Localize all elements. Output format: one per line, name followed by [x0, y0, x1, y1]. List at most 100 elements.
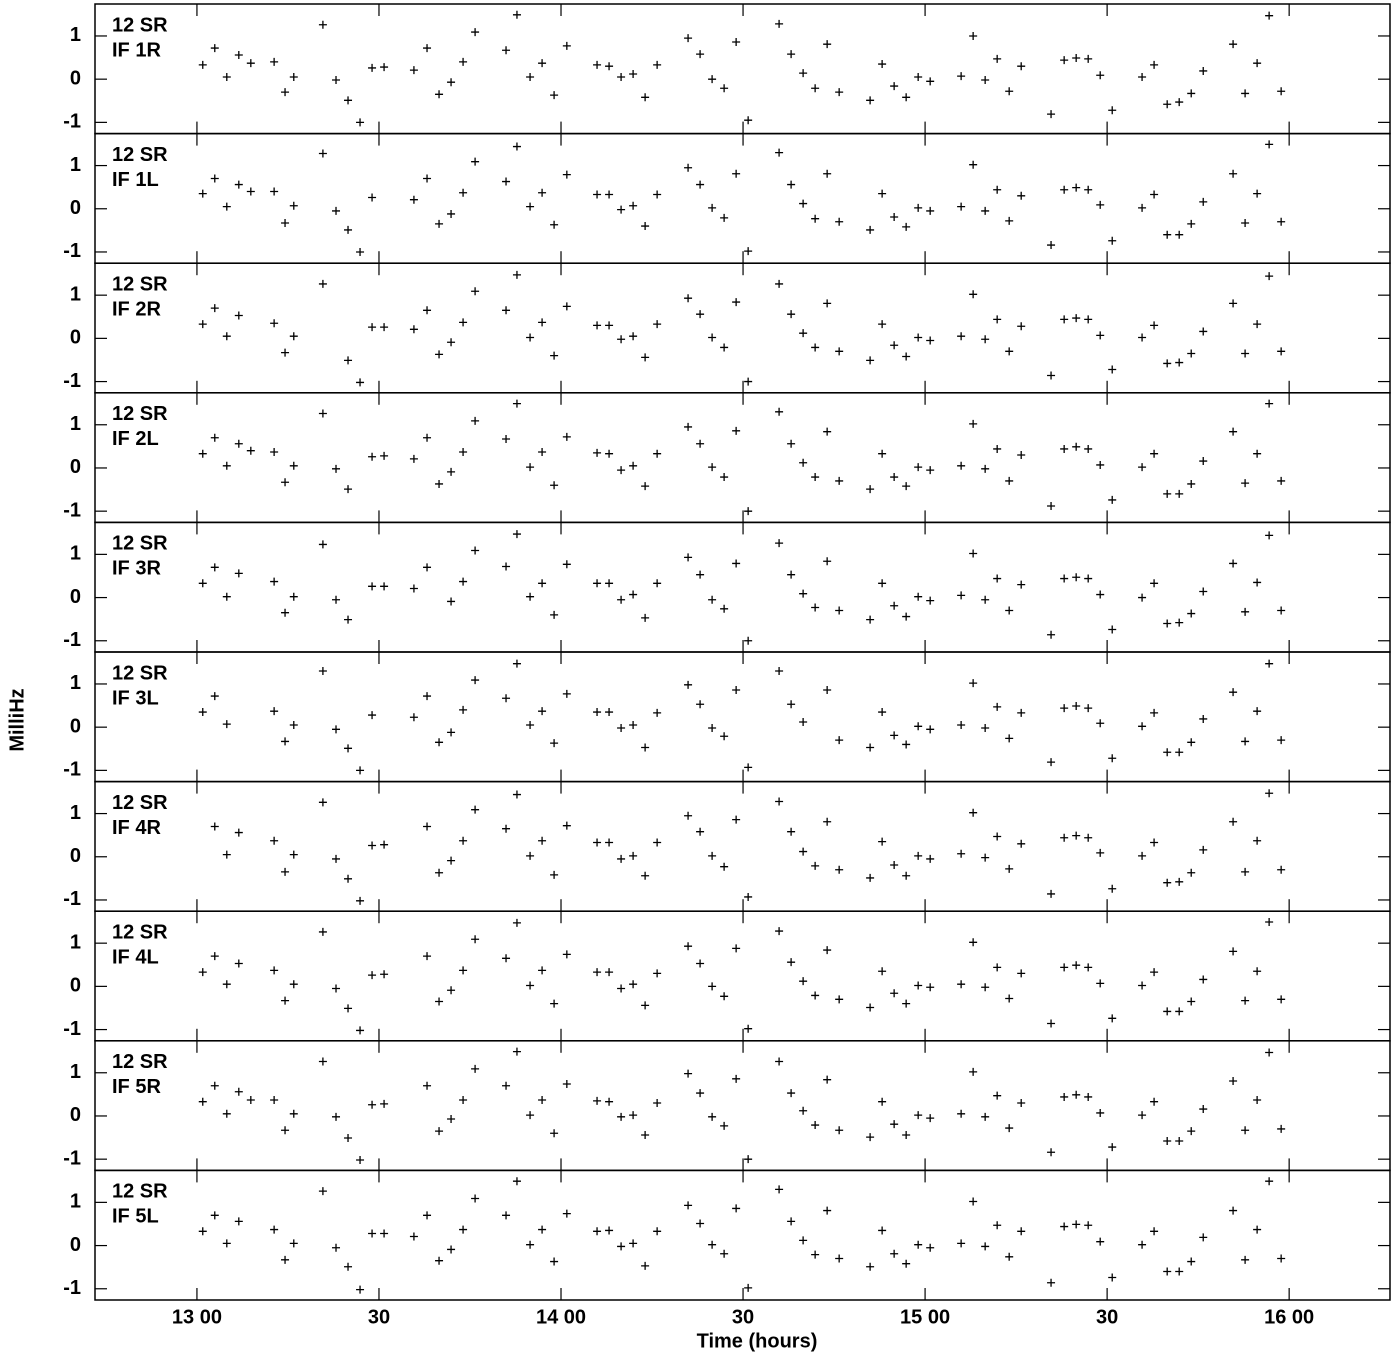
- data-point: [502, 824, 511, 833]
- data-point: [281, 1126, 290, 1135]
- data-point: [732, 1074, 741, 1083]
- data-point: [281, 867, 290, 876]
- data-point: [1253, 59, 1262, 68]
- data-point: [811, 1250, 820, 1259]
- data-point: [1265, 11, 1274, 20]
- data-point: [1084, 315, 1093, 324]
- data-point: [332, 206, 341, 215]
- panel-channel: IF 5L: [112, 1206, 159, 1228]
- data-point: [344, 485, 353, 494]
- data-point: [593, 190, 602, 199]
- data-point: [281, 737, 290, 746]
- data-point: [198, 579, 207, 588]
- data-point: [356, 118, 365, 127]
- data-point: [526, 333, 535, 342]
- data-point: [811, 84, 820, 93]
- data-point: [1199, 197, 1208, 206]
- data-point: [356, 896, 365, 905]
- data-point: [1175, 1137, 1184, 1146]
- data-point: [1138, 722, 1147, 731]
- y-tick-label: 0: [70, 67, 81, 89]
- data-point: [629, 980, 638, 989]
- y-tick-label: -1: [63, 240, 81, 262]
- y-tick-label: 1: [70, 672, 81, 694]
- data-point: [684, 942, 693, 951]
- data-point: [502, 306, 511, 315]
- data-point: [1084, 704, 1093, 713]
- data-point: [1072, 961, 1081, 970]
- data-point: [368, 1229, 377, 1238]
- data-point: [902, 352, 911, 361]
- data-point: [368, 1100, 377, 1109]
- data-point: [1163, 489, 1172, 498]
- data-point: [823, 1206, 832, 1215]
- data-point: [593, 708, 602, 717]
- data-point: [799, 847, 808, 856]
- data-point: [926, 1114, 935, 1123]
- data-point: [289, 1109, 298, 1118]
- data-point: [593, 448, 602, 457]
- data-point: [866, 485, 875, 494]
- data-point: [732, 38, 741, 47]
- panel-source: 12 SR: [112, 921, 168, 943]
- data-point: [1072, 54, 1081, 62]
- data-point: [423, 952, 432, 961]
- data-point: [1047, 371, 1056, 380]
- x-tick-label: 16 00: [1264, 1306, 1314, 1328]
- data-point: [720, 992, 729, 1001]
- data-point: [1199, 327, 1208, 336]
- data-point: [835, 736, 844, 745]
- data-point: [447, 467, 456, 476]
- data-point: [332, 984, 341, 993]
- panel-channel: IF 4L: [112, 946, 159, 968]
- data-point: [1175, 98, 1184, 107]
- y-tick-label: 1: [70, 24, 81, 46]
- data-point: [629, 201, 638, 210]
- data-point: [957, 332, 966, 341]
- data-point: [344, 744, 353, 753]
- data-point: [318, 1187, 327, 1196]
- data-point: [344, 874, 353, 883]
- data-point: [538, 59, 547, 68]
- data-point: [1187, 1127, 1196, 1136]
- data-point: [823, 817, 832, 826]
- data-point: [1163, 1267, 1172, 1276]
- data-point: [902, 1130, 911, 1139]
- data-point: [1108, 106, 1117, 115]
- data-point: [234, 569, 243, 578]
- data-point: [605, 838, 614, 847]
- data-point: [799, 199, 808, 208]
- data-point: [447, 1245, 456, 1254]
- data-point: [289, 73, 298, 82]
- data-point: [1096, 1108, 1105, 1117]
- data-point: [1047, 1019, 1056, 1028]
- data-point: [1084, 444, 1093, 453]
- data-point: [969, 31, 978, 40]
- data-point: [890, 860, 899, 869]
- data-point: [538, 318, 547, 327]
- data-point: [1277, 87, 1286, 96]
- data-point: [720, 604, 729, 613]
- data-point: [289, 850, 298, 859]
- data-point: [562, 950, 571, 959]
- data-point: [1047, 1278, 1056, 1287]
- y-tick-label: 0: [70, 845, 81, 867]
- data-point: [270, 707, 279, 716]
- panel-source: 12 SR: [112, 662, 168, 684]
- data-point: [696, 50, 705, 59]
- data-point: [593, 60, 602, 69]
- data-point: [423, 822, 432, 831]
- data-point: [538, 707, 547, 716]
- data-point: [617, 854, 626, 863]
- data-point: [866, 356, 875, 365]
- y-tick-label: 0: [70, 586, 81, 608]
- data-point: [1138, 333, 1147, 342]
- data-point: [1241, 479, 1250, 488]
- data-point: [318, 927, 327, 936]
- data-point: [281, 478, 290, 487]
- data-point: [246, 1095, 255, 1104]
- data-point: [1150, 838, 1159, 847]
- data-point: [502, 46, 511, 55]
- data-point: [1229, 559, 1238, 568]
- data-point: [981, 724, 990, 733]
